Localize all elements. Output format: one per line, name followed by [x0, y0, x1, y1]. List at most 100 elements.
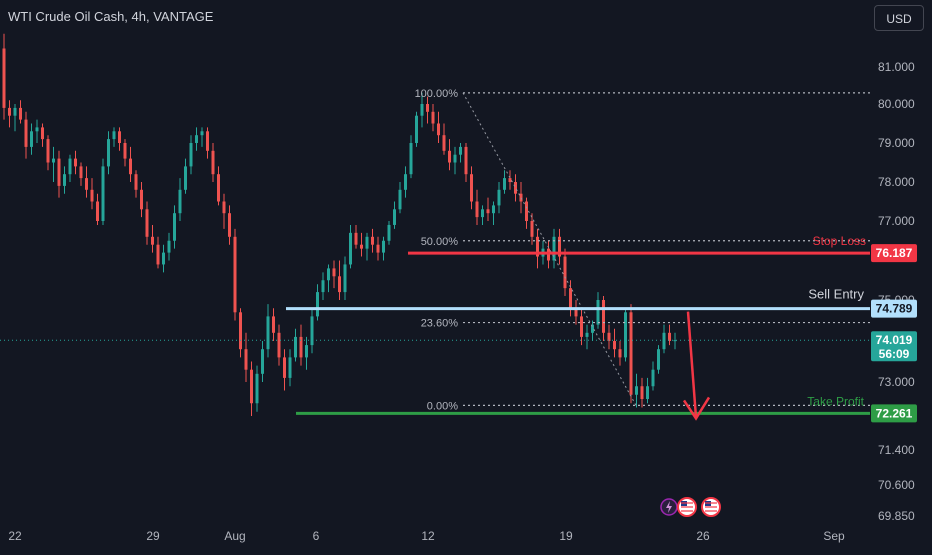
candle — [453, 146, 457, 175]
candle-body — [74, 158, 77, 167]
candle — [79, 162, 83, 186]
candle — [640, 377, 644, 408]
fib-level-label: 100.00% — [415, 88, 459, 100]
candle-body — [13, 107, 17, 116]
candle-body — [376, 244, 380, 253]
candle — [85, 166, 88, 198]
candle-body — [635, 386, 638, 395]
candle — [492, 201, 495, 225]
candle-body — [294, 336, 297, 358]
candle-body — [349, 232, 352, 265]
candle — [673, 332, 677, 350]
candle — [497, 182, 501, 214]
sell-entry-label: Sell Entry — [808, 287, 864, 302]
candle — [629, 304, 633, 404]
candle-body — [228, 213, 231, 237]
time-axis-tick: 22 — [8, 529, 22, 543]
fib-level-label: 50.00% — [421, 236, 459, 248]
candle — [178, 178, 182, 221]
candle — [508, 170, 512, 190]
candle — [63, 166, 66, 194]
fib-level-label: 0.00% — [427, 400, 458, 412]
candle-body — [211, 150, 215, 175]
candle — [552, 228, 556, 269]
candle-body — [184, 166, 187, 190]
candle — [189, 135, 193, 175]
candle-body — [382, 240, 385, 253]
candle — [96, 193, 99, 225]
candle-body — [327, 268, 330, 281]
candle — [305, 336, 308, 370]
candle — [206, 127, 209, 159]
candle-body — [8, 107, 11, 116]
candle-body — [90, 189, 94, 202]
candle-body — [288, 357, 292, 378]
candle — [90, 178, 94, 210]
candle — [459, 143, 462, 163]
candle-body — [57, 158, 61, 186]
candle-body — [536, 236, 539, 257]
candle-body — [305, 345, 308, 358]
candle — [118, 127, 121, 151]
candle-body — [525, 201, 528, 221]
candle — [393, 201, 396, 229]
candle-body — [129, 158, 132, 175]
sell-entry-price-tag — [871, 299, 917, 318]
candle — [376, 236, 380, 261]
candle-body — [673, 340, 677, 342]
stop-loss-price-tag — [871, 244, 917, 263]
candle-body — [338, 276, 341, 293]
candle — [514, 174, 517, 202]
candle-body — [470, 174, 473, 202]
candle — [338, 260, 341, 300]
chart-title: WTI Crude Oil Cash, 4h, VANTAGE — [8, 9, 214, 24]
candle — [195, 127, 198, 151]
candle-body — [569, 288, 572, 309]
candle — [255, 365, 259, 412]
candles-layer — [2, 33, 677, 416]
stop-loss-label: Stop Loss — [813, 234, 866, 248]
candle — [470, 166, 473, 210]
candle-body — [662, 332, 666, 350]
candle — [580, 308, 583, 346]
candle — [646, 377, 649, 404]
candle-body — [173, 213, 176, 241]
candle-body — [85, 178, 88, 190]
candle — [657, 345, 660, 374]
time-axis[interactable]: 22 29 Aug 6 12 19 26 Sep — [8, 529, 845, 543]
candle-body — [651, 369, 655, 387]
candle — [167, 232, 171, 261]
currency-button[interactable]: USD — [874, 5, 924, 31]
candle-body — [602, 300, 605, 333]
candle-body — [195, 135, 198, 143]
candle-body — [437, 123, 440, 136]
candle-body — [239, 312, 242, 350]
candle — [24, 111, 28, 159]
candle-body — [63, 174, 66, 186]
candle-body — [233, 236, 237, 313]
candle — [371, 228, 374, 253]
candle — [591, 320, 594, 341]
candle-body — [162, 252, 165, 265]
candle-body — [481, 209, 484, 218]
candle-body — [503, 178, 506, 190]
candle-body — [222, 201, 226, 214]
candle-body — [332, 268, 336, 277]
time-axis-tick: 6 — [313, 529, 320, 543]
price-axis[interactable]: 81.00080.00079.00078.00077.00075.00073.0… — [870, 0, 932, 550]
candle-body — [420, 104, 424, 116]
candle-body — [585, 332, 589, 337]
candle — [35, 119, 39, 143]
candle — [250, 361, 253, 416]
candle-body — [101, 166, 105, 221]
candle — [332, 260, 336, 289]
candle — [365, 232, 369, 261]
candle-body — [189, 143, 193, 167]
candle-body — [580, 316, 583, 337]
candle-body — [519, 193, 523, 202]
candle — [503, 170, 506, 194]
